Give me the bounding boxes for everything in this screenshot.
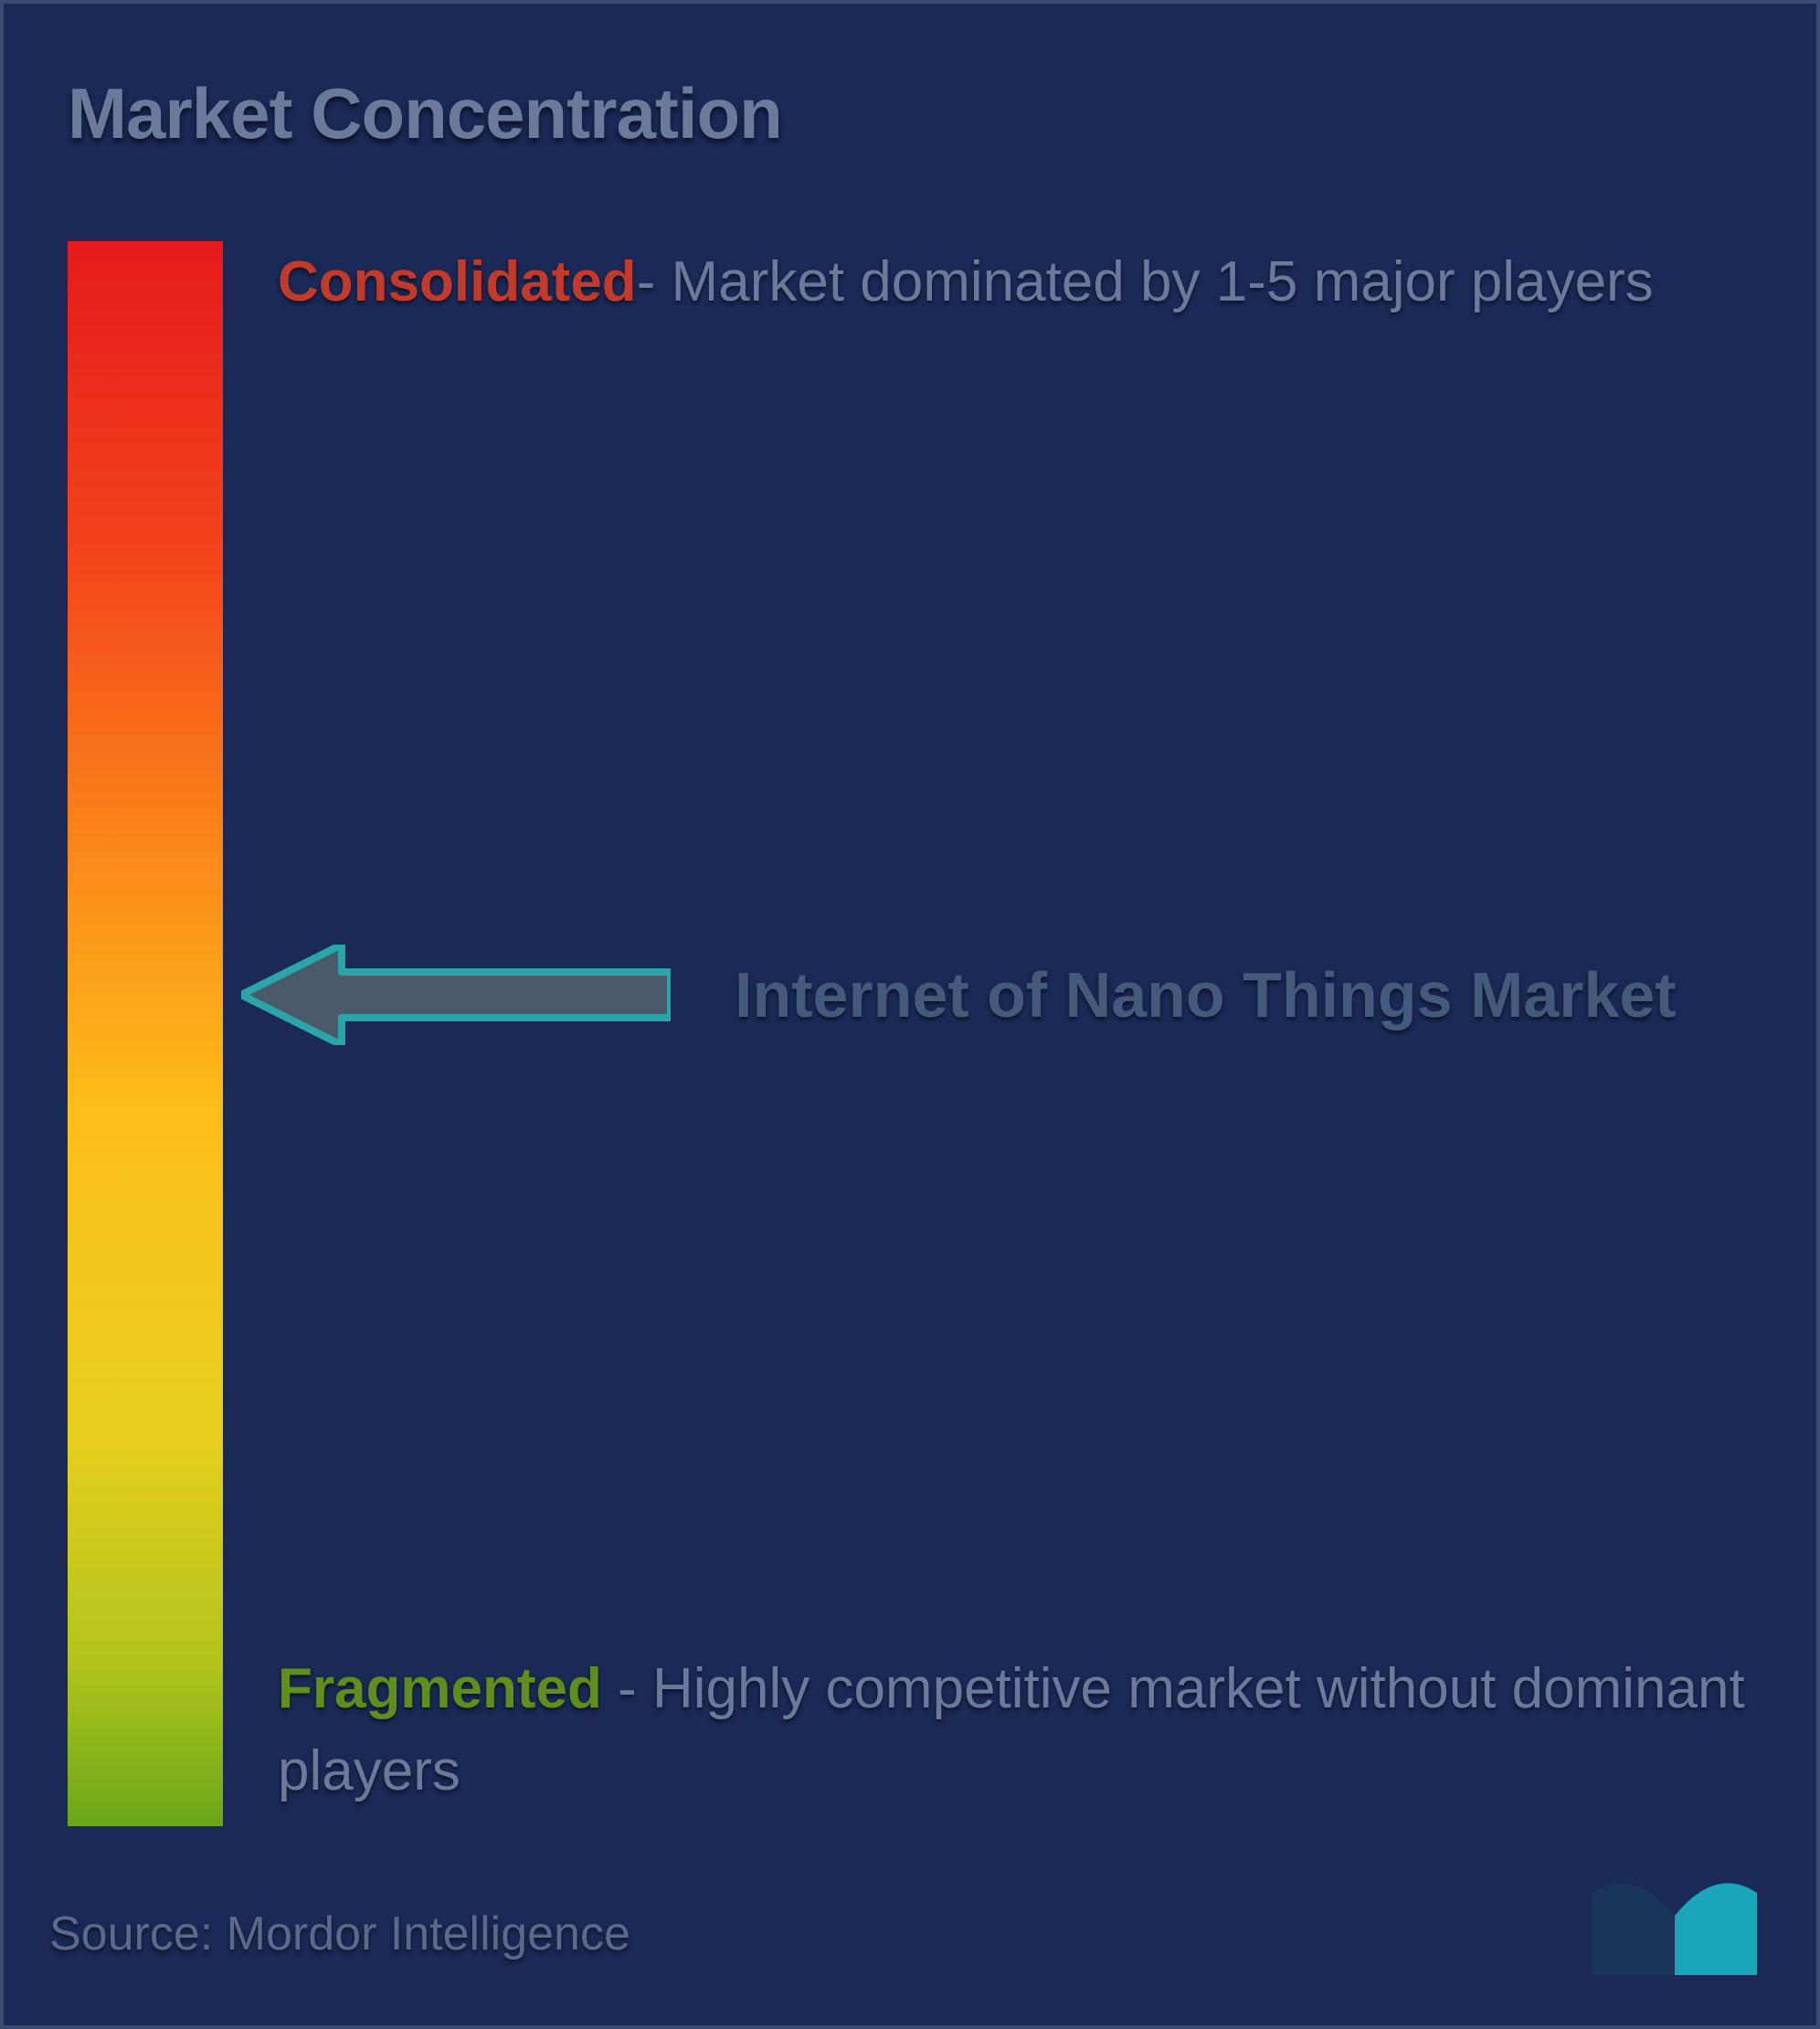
bar-rect bbox=[68, 241, 223, 1826]
gradient-bar-svg bbox=[68, 241, 223, 1826]
fragmented-label: Fragmented - Highly competitive market w… bbox=[278, 1648, 1780, 1812]
source-attribution: Source: Mordor Intelligence bbox=[49, 1907, 630, 1961]
market-pointer: Internet of Nano Things Market bbox=[241, 945, 1677, 1045]
infographic-canvas: Market Concentration Consolidated- Marke… bbox=[0, 0, 1820, 2029]
page-title: Market Concentration bbox=[68, 72, 782, 155]
consolidated-lead: Consolidated bbox=[278, 250, 637, 313]
consolidated-label: Consolidated- Market dominated by 1-5 ma… bbox=[278, 241, 1780, 323]
arrow-polygon bbox=[241, 945, 671, 1045]
arrow-left-icon bbox=[241, 945, 671, 1045]
market-name-label: Internet of Nano Things Market bbox=[735, 958, 1677, 1031]
brand-logo-icon bbox=[1588, 1861, 1762, 1980]
gradient-scale-bar bbox=[68, 241, 223, 1826]
logo-left-shape bbox=[1592, 1883, 1675, 1975]
brand-logo bbox=[1588, 1861, 1762, 1980]
fragmented-lead: Fragmented bbox=[278, 1657, 602, 1720]
consolidated-rest: - Market dominated by 1-5 major players bbox=[637, 250, 1654, 313]
logo-right-shape bbox=[1675, 1883, 1757, 1975]
